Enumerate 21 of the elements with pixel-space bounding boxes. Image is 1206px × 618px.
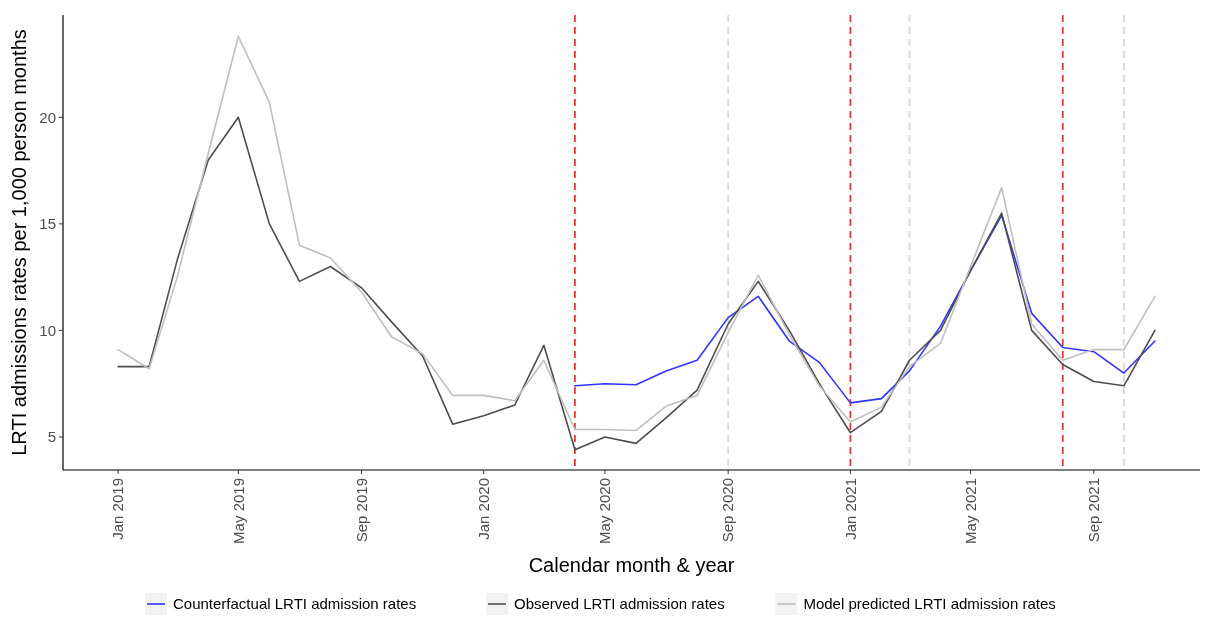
- y-tick-label: 20: [39, 108, 56, 126]
- x-axis-title: Calendar month & year: [528, 554, 735, 576]
- y-tick-label: 5: [47, 428, 56, 446]
- legend-label: Observed LRTI admission rates: [514, 595, 725, 613]
- x-tick-label: Sep 2019: [352, 478, 370, 543]
- x-tick-label: Jan 2021: [841, 478, 859, 540]
- legend-label: Model predicted LRTI admission rates: [803, 595, 1056, 613]
- x-tick-label: Jan 2019: [109, 478, 127, 540]
- x-tick-label: May 2019: [229, 478, 247, 544]
- line-series: [117, 116, 1156, 451]
- x-tick-label: May 2020: [596, 478, 614, 544]
- line-series: [117, 35, 1156, 432]
- x-tick-label: Jan 2020: [474, 478, 492, 540]
- y-tick-label: 15: [39, 215, 56, 233]
- y-tick-label: 10: [39, 321, 56, 339]
- x-tick-label: Sep 2021: [1085, 478, 1103, 543]
- x-tick-label: Sep 2020: [719, 478, 737, 543]
- y-axis-title: LRTI admissions rates per 1,000 person months: [8, 29, 30, 456]
- legend-label: Counterfactual LRTI admission rates: [173, 595, 417, 613]
- line-series: [574, 214, 1156, 404]
- x-tick-label: May 2021: [961, 478, 979, 544]
